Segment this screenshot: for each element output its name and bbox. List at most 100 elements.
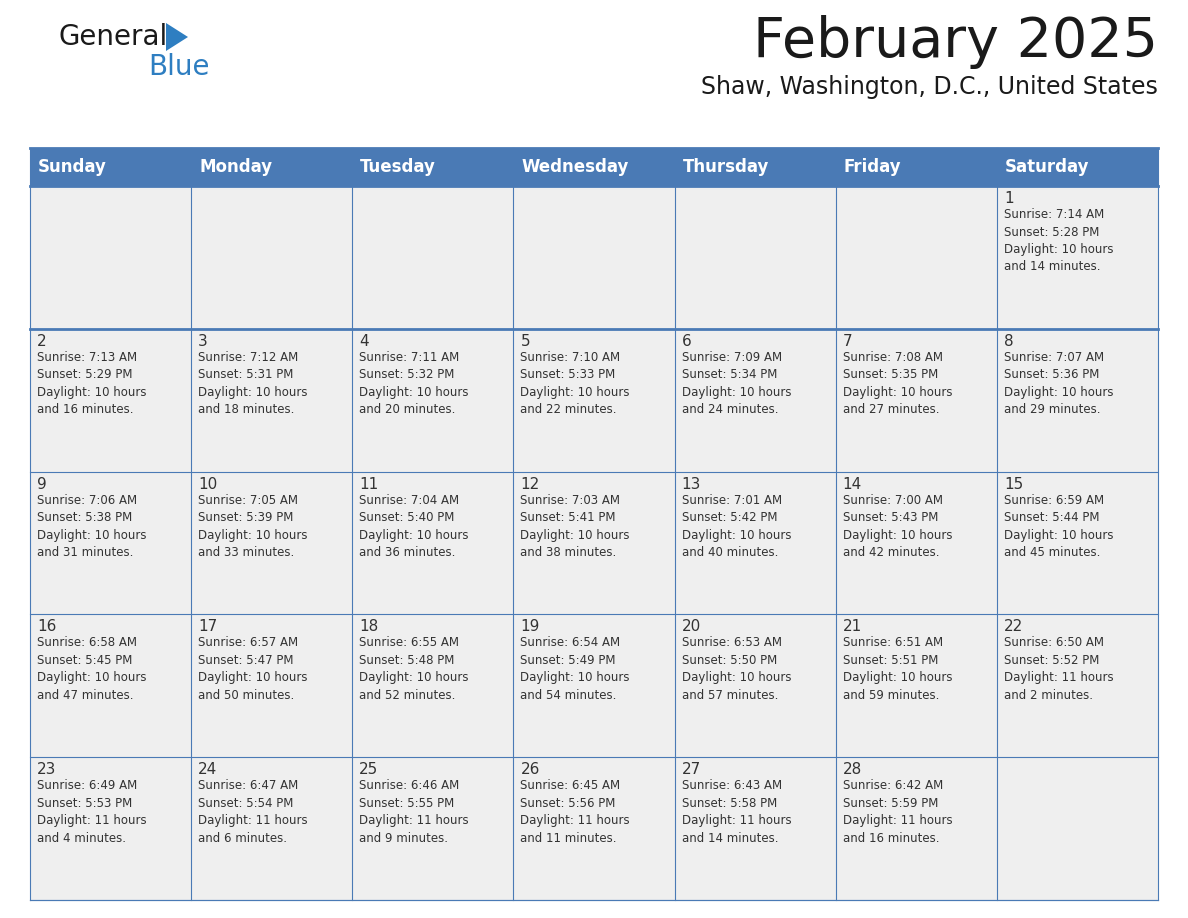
Bar <box>353 614 513 757</box>
Text: 11: 11 <box>359 476 379 492</box>
Text: and 40 minutes.: and 40 minutes. <box>682 546 778 559</box>
Text: and 6 minutes.: and 6 minutes. <box>198 832 287 845</box>
Text: and 2 minutes.: and 2 minutes. <box>1004 688 1093 702</box>
Text: and 42 minutes.: and 42 minutes. <box>842 546 940 559</box>
Text: and 45 minutes.: and 45 minutes. <box>1004 546 1100 559</box>
Text: and 9 minutes.: and 9 minutes. <box>359 832 448 845</box>
Text: Shaw, Washington, D.C., United States: Shaw, Washington, D.C., United States <box>701 75 1158 99</box>
Text: Daylight: 10 hours: Daylight: 10 hours <box>198 671 308 685</box>
Text: and 27 minutes.: and 27 minutes. <box>842 403 940 416</box>
Text: Sunset: 5:41 PM: Sunset: 5:41 PM <box>520 511 615 524</box>
Bar <box>997 186 1158 329</box>
Text: Sunset: 5:31 PM: Sunset: 5:31 PM <box>198 368 293 381</box>
Text: and 16 minutes.: and 16 minutes. <box>842 832 940 845</box>
Text: Daylight: 10 hours: Daylight: 10 hours <box>520 386 630 398</box>
Text: Sunset: 5:50 PM: Sunset: 5:50 PM <box>682 654 777 666</box>
Text: and 38 minutes.: and 38 minutes. <box>520 546 617 559</box>
Text: 3: 3 <box>198 334 208 349</box>
Text: Daylight: 11 hours: Daylight: 11 hours <box>842 814 953 827</box>
Text: and 18 minutes.: and 18 minutes. <box>198 403 295 416</box>
Text: 23: 23 <box>37 762 56 778</box>
Text: 15: 15 <box>1004 476 1023 492</box>
Text: Sunset: 5:59 PM: Sunset: 5:59 PM <box>842 797 939 810</box>
Text: Sunset: 5:43 PM: Sunset: 5:43 PM <box>842 511 939 524</box>
Text: 16: 16 <box>37 620 56 634</box>
Text: Daylight: 10 hours: Daylight: 10 hours <box>37 386 146 398</box>
Text: Wednesday: Wednesday <box>522 158 628 176</box>
Text: and 50 minutes.: and 50 minutes. <box>198 688 295 702</box>
Bar <box>191 329 353 472</box>
Text: 4: 4 <box>359 334 369 349</box>
Text: and 11 minutes.: and 11 minutes. <box>520 832 617 845</box>
Bar <box>513 757 675 900</box>
Text: Sunrise: 6:49 AM: Sunrise: 6:49 AM <box>37 779 138 792</box>
Text: and 22 minutes.: and 22 minutes. <box>520 403 617 416</box>
Bar <box>353 472 513 614</box>
Text: 26: 26 <box>520 762 539 778</box>
Bar <box>513 614 675 757</box>
Text: Sunset: 5:33 PM: Sunset: 5:33 PM <box>520 368 615 381</box>
Bar <box>353 148 513 186</box>
Bar <box>997 757 1158 900</box>
Text: Sunset: 5:44 PM: Sunset: 5:44 PM <box>1004 511 1099 524</box>
Text: Sunset: 5:56 PM: Sunset: 5:56 PM <box>520 797 615 810</box>
Bar <box>675 148 835 186</box>
Text: Daylight: 11 hours: Daylight: 11 hours <box>682 814 791 827</box>
Text: Daylight: 11 hours: Daylight: 11 hours <box>1004 671 1113 685</box>
Text: and 24 minutes.: and 24 minutes. <box>682 403 778 416</box>
Text: Sunrise: 7:09 AM: Sunrise: 7:09 AM <box>682 351 782 364</box>
Text: Sunset: 5:47 PM: Sunset: 5:47 PM <box>198 654 293 666</box>
Text: Daylight: 10 hours: Daylight: 10 hours <box>359 671 469 685</box>
Text: and 36 minutes.: and 36 minutes. <box>359 546 456 559</box>
Text: and 31 minutes.: and 31 minutes. <box>37 546 133 559</box>
Text: Sunrise: 6:57 AM: Sunrise: 6:57 AM <box>198 636 298 649</box>
Text: 19: 19 <box>520 620 539 634</box>
Bar <box>191 186 353 329</box>
Text: 20: 20 <box>682 620 701 634</box>
Text: and 52 minutes.: and 52 minutes. <box>359 688 456 702</box>
Text: Daylight: 10 hours: Daylight: 10 hours <box>198 529 308 542</box>
Bar <box>353 757 513 900</box>
Bar <box>513 472 675 614</box>
Text: 28: 28 <box>842 762 862 778</box>
Text: Daylight: 10 hours: Daylight: 10 hours <box>198 386 308 398</box>
Text: 14: 14 <box>842 476 862 492</box>
Bar <box>30 329 191 472</box>
Bar <box>191 148 353 186</box>
Bar <box>30 148 191 186</box>
Text: Daylight: 10 hours: Daylight: 10 hours <box>359 386 469 398</box>
Bar <box>835 186 997 329</box>
Text: 5: 5 <box>520 334 530 349</box>
Text: 18: 18 <box>359 620 379 634</box>
Text: Sunset: 5:54 PM: Sunset: 5:54 PM <box>198 797 293 810</box>
Text: Daylight: 10 hours: Daylight: 10 hours <box>682 386 791 398</box>
Text: Sunrise: 6:54 AM: Sunrise: 6:54 AM <box>520 636 620 649</box>
Text: Friday: Friday <box>843 158 902 176</box>
Text: and 20 minutes.: and 20 minutes. <box>359 403 456 416</box>
Text: and 33 minutes.: and 33 minutes. <box>198 546 295 559</box>
Bar <box>513 329 675 472</box>
Text: Daylight: 10 hours: Daylight: 10 hours <box>37 671 146 685</box>
Text: Daylight: 10 hours: Daylight: 10 hours <box>37 529 146 542</box>
Text: 1: 1 <box>1004 191 1013 206</box>
Text: Sunrise: 7:04 AM: Sunrise: 7:04 AM <box>359 494 460 507</box>
Bar <box>30 472 191 614</box>
Bar <box>513 148 675 186</box>
Polygon shape <box>166 23 188 51</box>
Text: Sunset: 5:28 PM: Sunset: 5:28 PM <box>1004 226 1099 239</box>
Text: 9: 9 <box>37 476 46 492</box>
Text: Sunrise: 6:58 AM: Sunrise: 6:58 AM <box>37 636 137 649</box>
Text: Sunrise: 6:53 AM: Sunrise: 6:53 AM <box>682 636 782 649</box>
Text: Sunrise: 7:08 AM: Sunrise: 7:08 AM <box>842 351 943 364</box>
Bar <box>353 186 513 329</box>
Text: 24: 24 <box>198 762 217 778</box>
Text: Sunset: 5:36 PM: Sunset: 5:36 PM <box>1004 368 1099 381</box>
Text: Sunrise: 7:01 AM: Sunrise: 7:01 AM <box>682 494 782 507</box>
Text: Sunrise: 6:55 AM: Sunrise: 6:55 AM <box>359 636 460 649</box>
Text: Daylight: 10 hours: Daylight: 10 hours <box>842 671 953 685</box>
Text: Sunset: 5:29 PM: Sunset: 5:29 PM <box>37 368 133 381</box>
Text: 8: 8 <box>1004 334 1013 349</box>
Bar <box>997 329 1158 472</box>
Text: General: General <box>58 23 168 51</box>
Text: Sunrise: 7:05 AM: Sunrise: 7:05 AM <box>198 494 298 507</box>
